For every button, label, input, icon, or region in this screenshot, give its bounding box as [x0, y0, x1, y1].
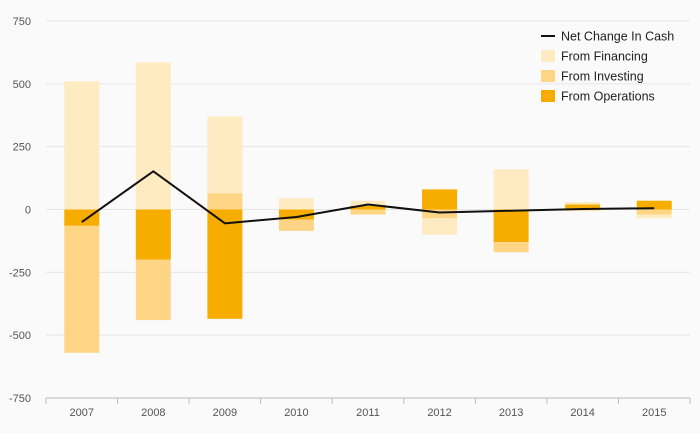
legend-swatch-box: [541, 50, 555, 62]
x-tick-label: 2010: [284, 407, 308, 419]
legend-swatch-box: [541, 90, 555, 102]
bar-from-financing-2015: [636, 214, 672, 219]
bar-from-operations-2012: [422, 189, 458, 210]
bar-from-investing-2014: [565, 209, 601, 211]
legend-label: From Operations: [561, 90, 655, 104]
legend-label: Net Change In Cash: [561, 30, 674, 44]
legend: Net Change In Cash From Financing From Inv…: [541, 30, 674, 104]
y-tick-label: 250: [13, 142, 31, 154]
x-tick-label: 2015: [642, 407, 666, 419]
x-tick-label: 2008: [141, 407, 165, 419]
bar-from-investing-2007: [64, 225, 100, 353]
bar-from-financing-2010: [278, 198, 314, 210]
bar-from-investing-2011: [350, 209, 386, 215]
bar-from-investing-2015: [636, 209, 672, 215]
bar-from-financing-2014: [565, 201, 601, 205]
x-tick-label: 2009: [213, 407, 237, 419]
bar-from-investing-2008: [135, 259, 171, 321]
y-tick-label: 0: [25, 205, 31, 217]
bar-from-operations-2011: [350, 205, 386, 210]
x-tick-label: 2011: [356, 407, 380, 419]
x-tick-label: 2012: [427, 407, 451, 419]
bar-from-operations-2013: [493, 209, 529, 243]
bar-from-investing-2009: [207, 193, 243, 210]
bar-from-financing-2009: [207, 116, 243, 194]
bar-from-operations-2010: [278, 209, 314, 220]
bar-from-operations-2014: [565, 204, 601, 210]
y-tick-label: -250: [9, 267, 31, 279]
bars: [64, 62, 672, 353]
y-tick-label: 500: [13, 79, 31, 91]
net-change-line: [81, 170, 655, 225]
bar-from-financing-2007: [64, 81, 100, 210]
bar-from-investing-2013: [493, 242, 529, 253]
bar-from-operations-2009: [207, 209, 243, 319]
x-tick-label: 2007: [70, 407, 94, 419]
legend-label: From Investing: [561, 70, 644, 84]
bar-from-investing-2012: [422, 209, 458, 219]
bar-from-operations-2015: [636, 200, 672, 210]
legend-swatch-box: [541, 70, 555, 82]
bar-from-operations-2007: [64, 209, 100, 226]
bar-from-financing-2008: [135, 62, 171, 210]
y-tick-label: 750: [13, 16, 31, 28]
x-axis: 2007 2008 2009 2010 2011 2012 2013 2014 2015: [45, 397, 691, 419]
x-tick-label: 2013: [499, 407, 523, 419]
bar-from-financing-2012: [422, 218, 458, 235]
x-tick-label: 2014: [570, 407, 594, 419]
y-tick-label: -750: [9, 393, 31, 405]
y-tick-label: -500: [9, 330, 31, 342]
y-axis: 750 500 250 0 -250 -500 -750: [9, 16, 31, 405]
bar-from-financing-2013: [493, 169, 529, 210]
legend-label: From Financing: [561, 50, 648, 64]
bar-from-financing-2011: [350, 200, 386, 206]
bar-from-investing-2010: [278, 219, 314, 231]
bar-from-operations-2008: [135, 209, 171, 260]
